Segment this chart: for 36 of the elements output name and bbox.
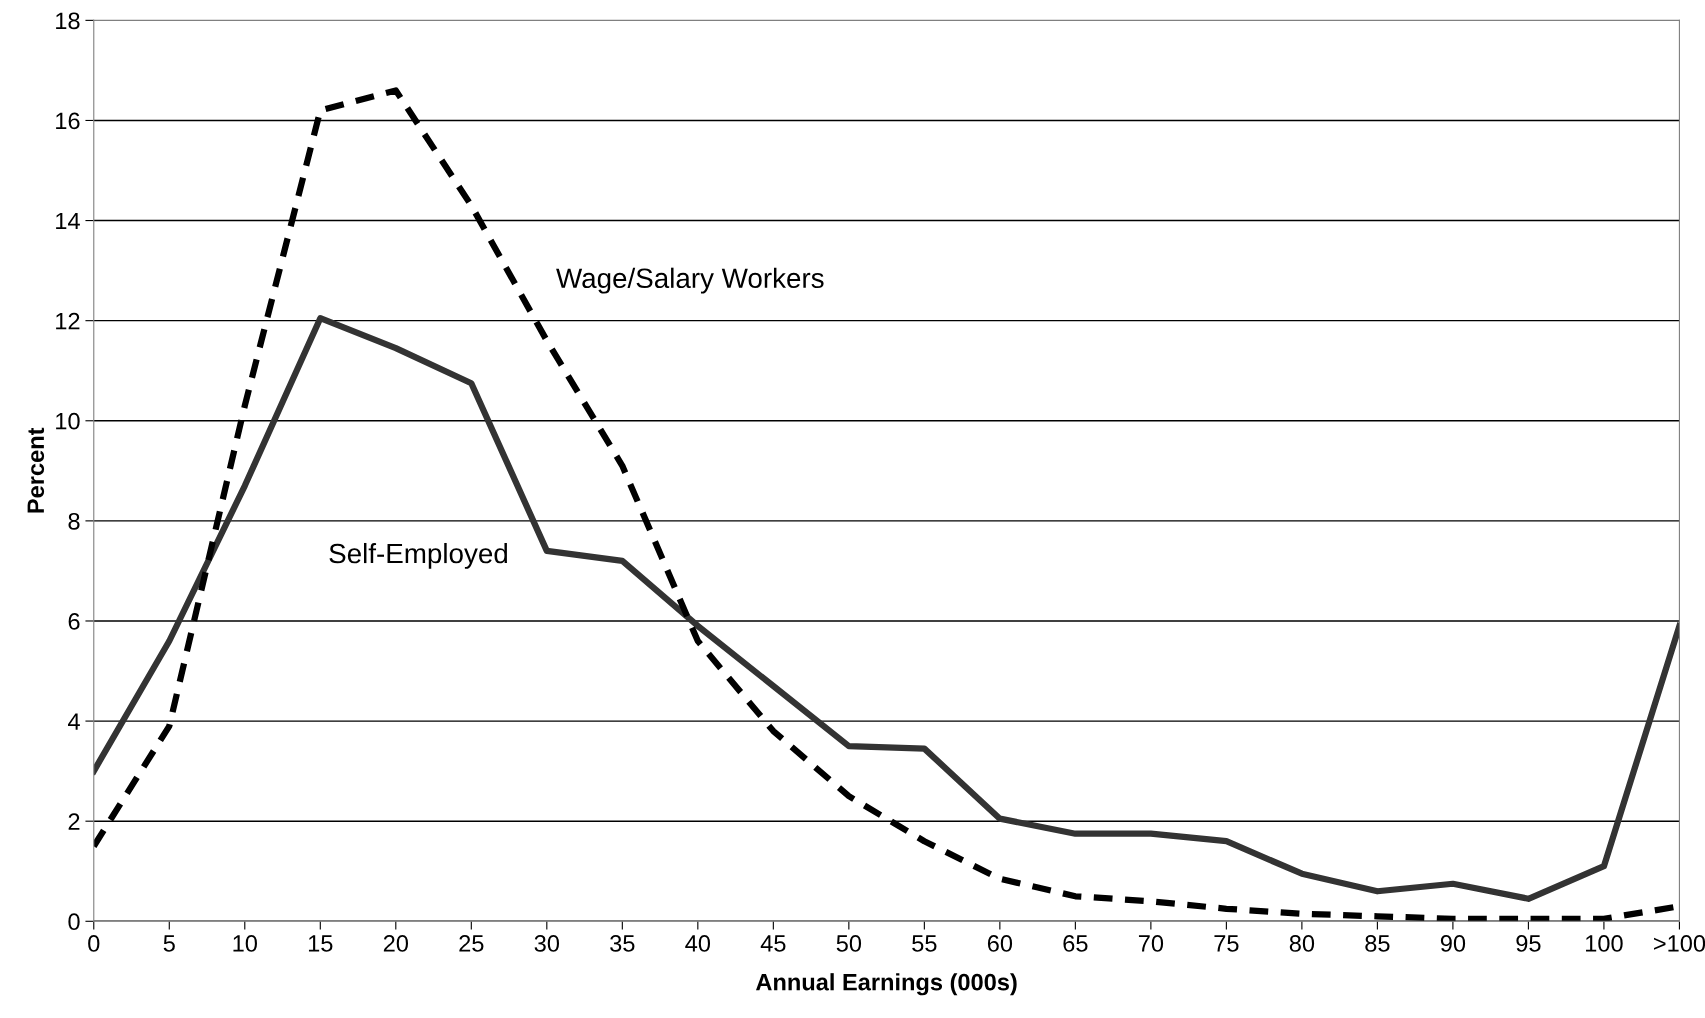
y-tick-label: 0 xyxy=(68,913,80,931)
y-tick-label: 14 xyxy=(56,212,80,230)
y-tick-label: 10 xyxy=(56,412,80,430)
x-tick-label: 95 xyxy=(1516,935,1541,952)
x-axis-title: Annual Earnings (000s) xyxy=(755,973,1017,996)
x-tick-label: 45 xyxy=(760,935,786,952)
x-tick-label: 75 xyxy=(1214,935,1239,952)
x-tick-label: 20 xyxy=(383,935,409,952)
x-tick-label: 10 xyxy=(233,935,257,952)
x-tick-label: 55 xyxy=(912,935,937,952)
y-tick-label: 16 xyxy=(56,112,80,130)
y-tick-label: 6 xyxy=(68,613,80,630)
x-tick-label: >100 xyxy=(1654,935,1705,952)
x-tick-label: 35 xyxy=(610,935,635,952)
x-tick-label: 50 xyxy=(836,935,862,952)
x-tick-label: 80 xyxy=(1289,935,1315,952)
y-axis-title: Percent xyxy=(27,427,45,513)
y-tick-label: 12 xyxy=(56,312,80,330)
x-tick-label: 25 xyxy=(459,935,484,952)
x-tick-label: 15 xyxy=(308,935,333,952)
series-label: Wage/Salary Workers xyxy=(556,267,824,294)
series-label: Self-Employed xyxy=(329,542,507,569)
x-tick-label: 40 xyxy=(685,935,711,952)
y-tick-label: 2 xyxy=(68,813,80,830)
x-tick-label: 5 xyxy=(163,935,175,952)
x-tick-label: 90 xyxy=(1440,935,1466,952)
x-tick-label: 30 xyxy=(534,935,560,952)
y-tick-label: 4 xyxy=(67,713,80,730)
x-tick-label: 100 xyxy=(1586,935,1623,952)
x-tick-label: 70 xyxy=(1138,935,1164,952)
y-tick-label: 8 xyxy=(68,512,80,530)
x-tick-label: 60 xyxy=(987,935,1013,952)
x-tick-label: 85 xyxy=(1365,935,1390,952)
x-tick-label: 65 xyxy=(1063,935,1088,952)
y-tick-label: 18 xyxy=(56,12,80,30)
x-tick-label: 0 xyxy=(88,935,100,952)
